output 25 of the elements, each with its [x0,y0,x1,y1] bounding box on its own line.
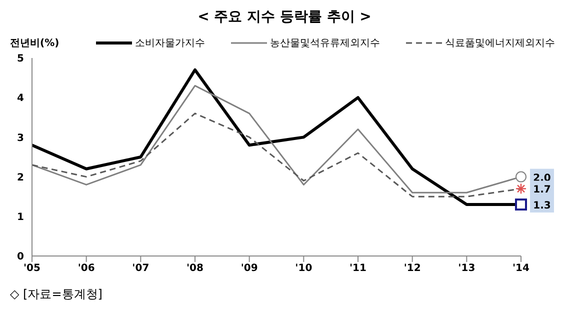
y-tick-label: 1 [17,212,24,223]
y-tick-label: 4 [17,93,24,104]
x-tick-label: '10 [295,263,312,274]
x-tick-label: '13 [458,263,476,274]
x-tick-label: '12 [404,263,421,274]
text: ◇ [자료=통계청] [10,286,102,303]
y-tick-label: 0 [17,252,24,263]
chart-title: < 주요 지수 등락률 추이 > [196,8,372,26]
legend-label: 농산물및석유류제외지수 [270,37,380,50]
x-tick-label: '06 [78,263,95,274]
data-label: 1.3 [533,200,551,212]
x-tick-label: '09 [240,263,258,274]
legend-label: 소비자물가지수 [135,37,205,50]
y-tick-label: 3 [17,132,24,144]
y-tick-label: 5 [17,54,24,65]
x-tick-label: '11 [350,263,367,274]
x-tick-label: '07 [132,263,150,274]
x-tick-label: '05 [24,263,41,274]
data-label: 1.7 [533,184,551,196]
x-tick-label: '14 [512,263,530,274]
data-label: 2.0 [533,172,551,184]
y-tick-label: 2 [17,172,24,184]
x-tick-label: '08 [186,263,204,274]
y-axis-title: 전년비(%) [10,37,60,50]
legend-label: 식료품및에너지제외지수 [445,37,555,50]
